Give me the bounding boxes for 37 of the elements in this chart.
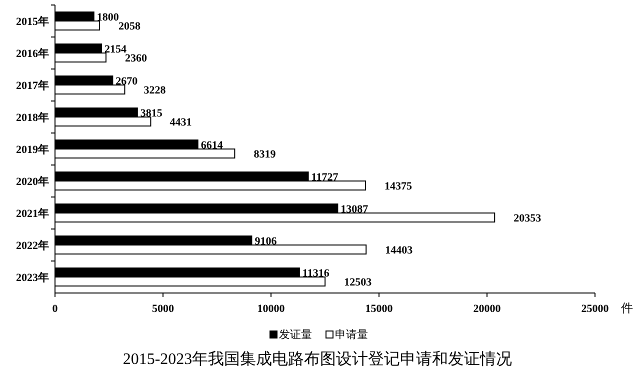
data-label: 4431 — [170, 116, 192, 128]
data-label: 1800 — [96, 12, 120, 24]
x-axis-title: 件 — [621, 301, 633, 315]
x-tick-label: 15000 — [365, 303, 394, 315]
data-label: 2058 — [118, 20, 141, 32]
y-tick-label: 2021年 — [16, 207, 49, 220]
data-label: 2360 — [124, 52, 148, 64]
data-label: 20353 — [514, 212, 542, 224]
data-label: 12503 — [344, 276, 372, 288]
data-label: 2670 — [116, 76, 138, 88]
data-label: 3228 — [144, 84, 166, 96]
data-label: 2154 — [104, 44, 128, 56]
data-label: 11316 — [302, 268, 330, 280]
legend-label: 申请量 — [335, 328, 368, 341]
x-tick-label: 20000 — [473, 303, 502, 315]
x-tick-label: 10000 — [257, 303, 286, 315]
data-label: 14375 — [384, 180, 412, 192]
y-tick-label: 2023年 — [16, 271, 49, 284]
data-label: 6614 — [200, 140, 224, 152]
y-tick-label: 2015年 — [16, 15, 49, 28]
y-tick-label: 2022年 — [16, 239, 49, 252]
y-tick-label: 2018年 — [16, 111, 49, 124]
data-label: 3815 — [140, 108, 163, 120]
data-label: 13087 — [340, 204, 369, 216]
legend-label: 发证量 — [279, 329, 312, 341]
y-tick-label: 2017年 — [16, 79, 49, 92]
x-tick-label: 0 — [52, 303, 58, 315]
data-label: 9106 — [254, 236, 278, 248]
y-tick-label: 2019年 — [16, 143, 49, 156]
y-tick-label: 2020年 — [16, 175, 49, 188]
text: 2015-2023年我国集成电路布图设计登记申请和发证情况 — [122, 350, 512, 368]
data-label: 11727 — [311, 172, 339, 184]
x-tick-label: 25000 — [581, 303, 610, 315]
y-tick-label: 2016年 — [16, 47, 49, 60]
x-tick-label: 5000 — [152, 303, 174, 315]
data-label: 14403 — [385, 244, 414, 256]
data-label: 8319 — [254, 148, 276, 160]
